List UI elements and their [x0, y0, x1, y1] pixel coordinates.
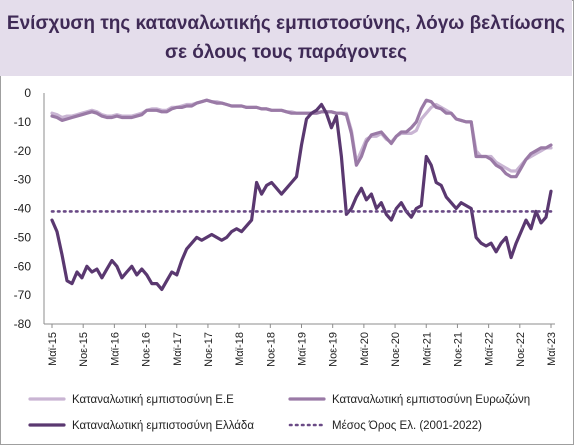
x-tick-label: Μαϊ-20	[359, 332, 371, 366]
x-tick-label: Μαϊ-23	[546, 332, 558, 366]
chart-title-line-1: Ενίσχυση της καταναλωτικής εμπιστοσύνης,…	[6, 13, 566, 34]
plot-area	[43, 93, 555, 325]
x-tick-label: Μαϊ-18	[234, 332, 246, 366]
chart-title-line-2: σε όλους τους παράγοντες	[164, 42, 408, 63]
x-tick-label: Νοε-22	[515, 332, 527, 367]
x-tick-label: Νοε-18	[265, 332, 277, 367]
series-line-3	[50, 102, 553, 291]
x-tick-label: Μαϊ-16	[109, 332, 121, 366]
chart-title: Ενίσχυση της καταναλωτικής εμπιστοσύνης,…	[0, 9, 572, 67]
y-tick-label: -50	[14, 230, 32, 244]
legend-label-1: Καταναλωτική εμπιστοσύνη Ε.Ε	[72, 394, 234, 406]
x-tick-label: Νοε-20	[390, 332, 402, 367]
y-tick-label: -30	[14, 173, 32, 187]
y-tick-label: -20	[14, 144, 32, 158]
x-tick-label: Νοε-19	[328, 332, 340, 367]
y-tick-label: -40	[14, 202, 32, 216]
x-tick-label: Μαϊ-15	[47, 332, 59, 366]
x-tick-label: Μαϊ-21	[421, 332, 433, 366]
x-tick-label: Νοε-15	[78, 332, 90, 367]
x-tick-label: Νοε-16	[141, 332, 153, 367]
series-line-2	[50, 98, 553, 179]
y-tick-label: 0	[24, 86, 31, 100]
x-tick-label: Μαϊ-22	[484, 332, 496, 366]
x-tick-label: Μαϊ-17	[172, 332, 184, 366]
y-tick-label: -60	[14, 259, 32, 273]
y-tick-label: -80	[14, 317, 32, 331]
x-axis: Μαϊ-15 Νοε-15 Μαϊ-16 Νοε-16 Μαϊ-17 Νοε-17 Μαϊ-…	[47, 324, 558, 367]
title-band	[0, 0, 572, 76]
series-layer	[50, 98, 553, 291]
legend-label-4: Μέσος Όρος Ελ. (2001-2022)	[332, 420, 482, 432]
legend-label-2: Καταναλωτική εμπιστοσύνη Ευρωζώνη	[332, 394, 530, 406]
legend: Καταναλωτική εμπιστοσύνη Ε.Ε Καταναλωτική…	[28, 394, 530, 432]
y-axis: 0 -10 -20 -30 -40 -50 -60 -70 -80	[14, 86, 32, 331]
x-tick-label: Μαϊ-19	[297, 332, 309, 366]
legend-label-3: Καταναλωτική εμπιστοσύνη Ελλάδα	[72, 420, 254, 432]
y-tick-label: -70	[14, 288, 32, 302]
y-tick-label: -10	[14, 115, 32, 129]
x-tick-label: Νοε-21	[452, 332, 464, 367]
series-line-1	[50, 98, 553, 173]
x-tick-label: Νοε-17	[203, 332, 215, 367]
